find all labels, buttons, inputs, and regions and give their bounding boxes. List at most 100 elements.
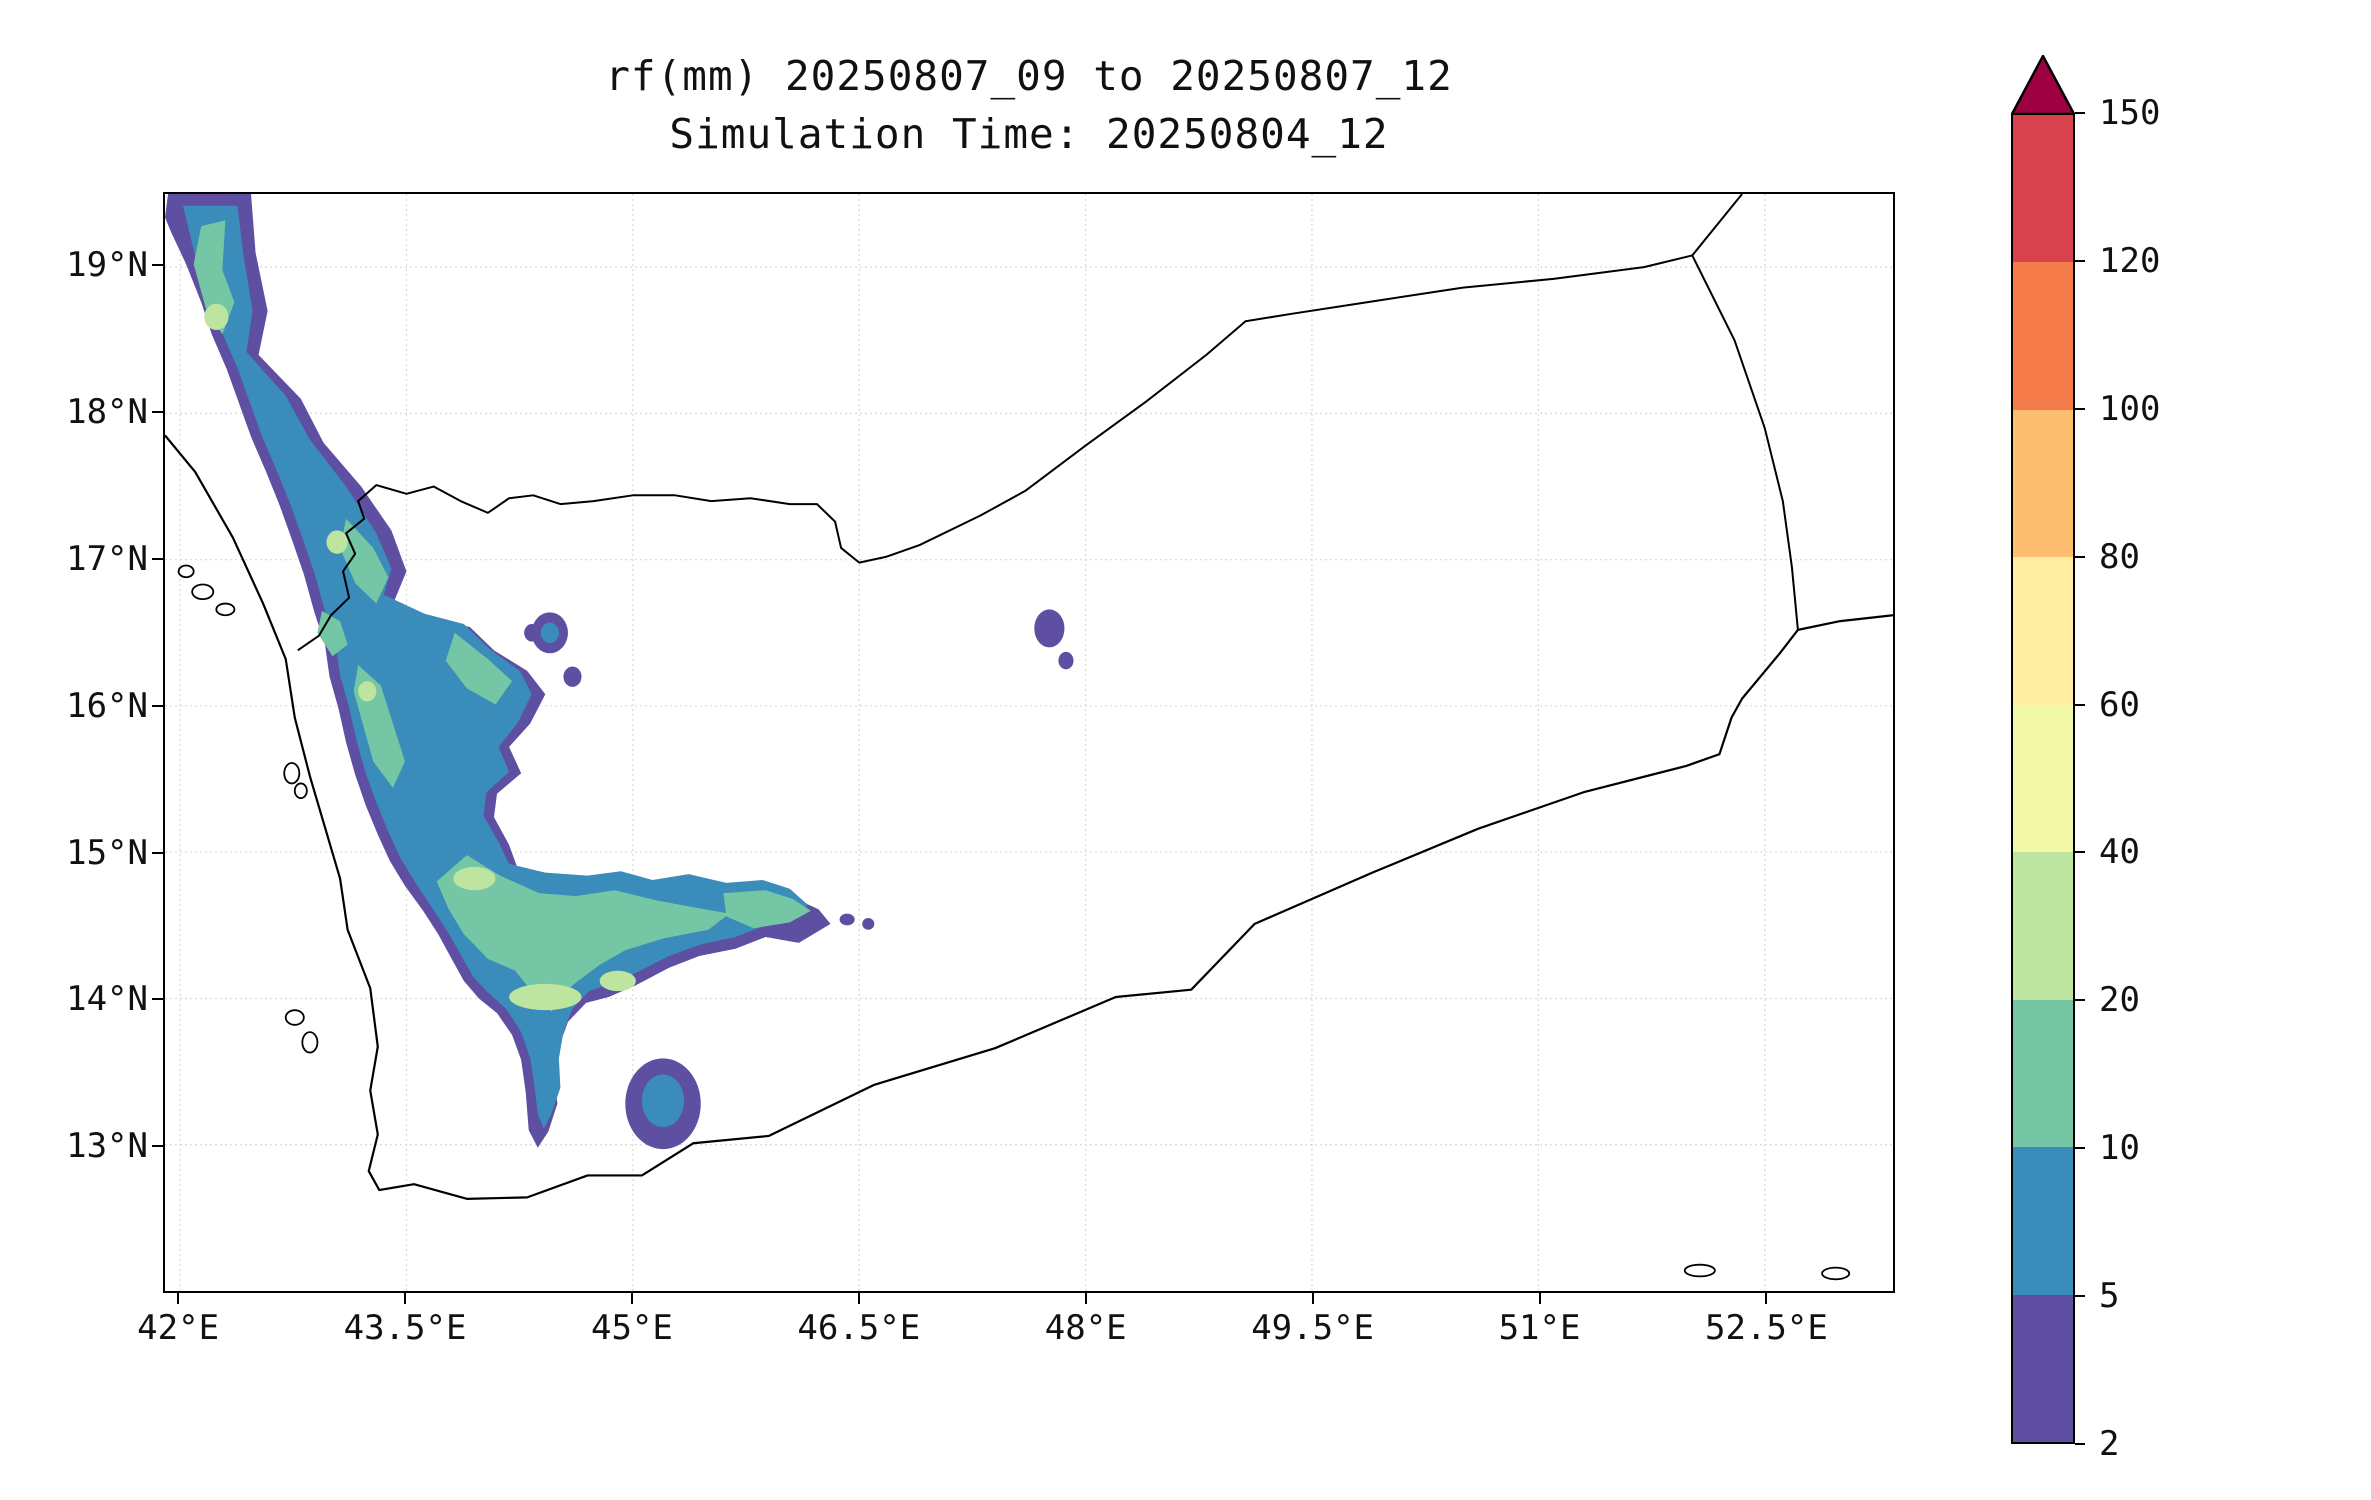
y-tick-label: 13°N (66, 1126, 148, 1167)
y-tick-mark (152, 704, 163, 707)
rain-contour-cell (524, 624, 540, 642)
colorbar-tick-label: 10 (2099, 1128, 2140, 1169)
colorbar-segment (2013, 409, 2073, 558)
plot-title: rf(mm) 20250807_09 to 20250807_12 (605, 52, 1453, 100)
colorbar-tick-label: 100 (2099, 388, 2161, 429)
island-outline (1685, 1265, 1715, 1277)
colorbar-tick-label: 60 (2099, 684, 2140, 725)
colorbar-segment (2013, 115, 2073, 263)
colorbar-segment (2013, 852, 2073, 1000)
rain-layer-20mm (204, 303, 636, 1011)
x-tick-label: 46.5°E (797, 1308, 921, 1348)
colorbar-segment (2013, 704, 2073, 853)
rain-contour-cell (540, 622, 559, 644)
colorbar-tick-mark (2075, 703, 2085, 706)
rain-contour-cell (862, 918, 875, 930)
x-tick-label: 43.5°E (343, 1308, 467, 1348)
rain-contour-cell (453, 866, 496, 891)
rain-layer-10mm (193, 220, 811, 1012)
colorbar-segment (2013, 999, 2073, 1148)
x-tick-mark (1765, 1293, 1768, 1304)
y-tick-label: 14°N (66, 979, 148, 1020)
y-tick-label: 18°N (66, 392, 148, 433)
island-outline (216, 604, 234, 616)
rain-contour-cell (1058, 651, 1074, 670)
x-tick-mark (630, 1293, 633, 1304)
grid-layer (165, 194, 1893, 1291)
y-tick-label: 17°N (66, 539, 148, 579)
colorbar-tick-label: 150 (2099, 93, 2161, 133)
y-tick-label: 16°N (66, 685, 148, 726)
colorbar-tick-label: 5 (2099, 1276, 2120, 1317)
rain-contour-cell (204, 303, 229, 331)
y-tick-mark (152, 1145, 163, 1148)
colorbar-tick-label: 20 (2099, 980, 2140, 1021)
rain-contour-cell (641, 1074, 685, 1128)
rain-contour-cell (358, 681, 377, 702)
x-tick-label: 45°E (590, 1308, 673, 1348)
rain-contour-cell (563, 666, 582, 687)
colorbar-extend-max-arrow (2011, 55, 2075, 115)
rain-contour-fill (193, 220, 235, 335)
island-outline (179, 566, 194, 578)
x-axis-tick-marks (163, 1293, 1895, 1305)
rain-layer-2mm (165, 194, 1074, 1150)
y-tick-mark (152, 558, 163, 560)
colorbar-tick-mark (2075, 1295, 2085, 1298)
rain-contour-cell (1034, 609, 1065, 648)
rain-contour-cell (839, 913, 855, 926)
island-outline (295, 783, 307, 798)
island-outline (302, 1032, 317, 1052)
country-border-path (1692, 255, 1798, 629)
colorbar-tick-mark (2075, 555, 2085, 558)
colorbar-tick-mark (2075, 1147, 2085, 1150)
colorbar-tick-mark (2075, 851, 2085, 854)
y-tick-label: 15°N (66, 832, 148, 873)
y-tick-mark (152, 998, 163, 1001)
colorbar-segment (2013, 1294, 2073, 1442)
x-tick-label: 52.5°E (1705, 1308, 1828, 1348)
y-tick-mark (152, 411, 163, 414)
country-border-path (298, 194, 1742, 650)
colorbar (2011, 113, 2075, 1444)
colorbar-tick-mark (2075, 259, 2085, 262)
colorbar-tick-mark (2075, 112, 2085, 114)
rain-contour-cell (509, 983, 582, 1011)
x-tick-mark (1311, 1293, 1314, 1304)
colorbar-tick-label: 2 (2099, 1424, 2120, 1464)
x-tick-mark (1538, 1293, 1541, 1304)
y-tick-mark (152, 851, 163, 854)
rain-contour-fill (445, 632, 513, 705)
island-outline (284, 763, 299, 783)
x-tick-mark (1084, 1293, 1087, 1304)
colorbar-tick-labels: 2 5 10 20 40 60 80 100 120 150 (2075, 93, 2215, 1464)
y-tick-mark (152, 264, 163, 267)
rain-contour-cell (326, 530, 348, 554)
map-plot-area (163, 192, 1895, 1293)
x-tick-label: 48°E (1044, 1308, 1127, 1348)
colorbar-tick-label: 40 (2099, 832, 2140, 873)
rain-contour-fill (340, 518, 389, 604)
colorbar-tick-mark (2075, 999, 2085, 1002)
colorbar-segment (2013, 557, 2073, 705)
island-outline (286, 1010, 304, 1025)
colorbar-segment (2013, 1147, 2073, 1295)
rain-contour-fill (436, 855, 730, 1012)
x-tick-label: 42°E (137, 1308, 220, 1348)
colorbar-tick-label: 80 (2099, 536, 2140, 577)
x-tick-label: 51°E (1498, 1308, 1581, 1348)
y-axis-tick-marks (152, 192, 163, 1293)
x-tick-mark (177, 1293, 180, 1304)
y-tick-label: 19°N (66, 245, 148, 286)
y-axis-tick-labels: 19°N 18°N 17°N 16°N 15°N 14°N 13°N (18, 192, 148, 1293)
colorbar-tick-label: 120 (2099, 240, 2161, 281)
coastline-path (165, 435, 1893, 1199)
x-tick-mark (404, 1293, 407, 1304)
plot-subtitle: Simulation Time: 20250804_12 (669, 110, 1389, 158)
x-axis-tick-labels: 42°E 43.5°E 45°E 46.5°E 48°E 49.5°E 51°E 52.5°E (137, 1308, 1895, 1352)
rain-contour-fill (317, 610, 348, 657)
map-lines-layer (165, 194, 1893, 1279)
rain-contour-fill (723, 890, 811, 929)
island-outline (192, 585, 213, 600)
